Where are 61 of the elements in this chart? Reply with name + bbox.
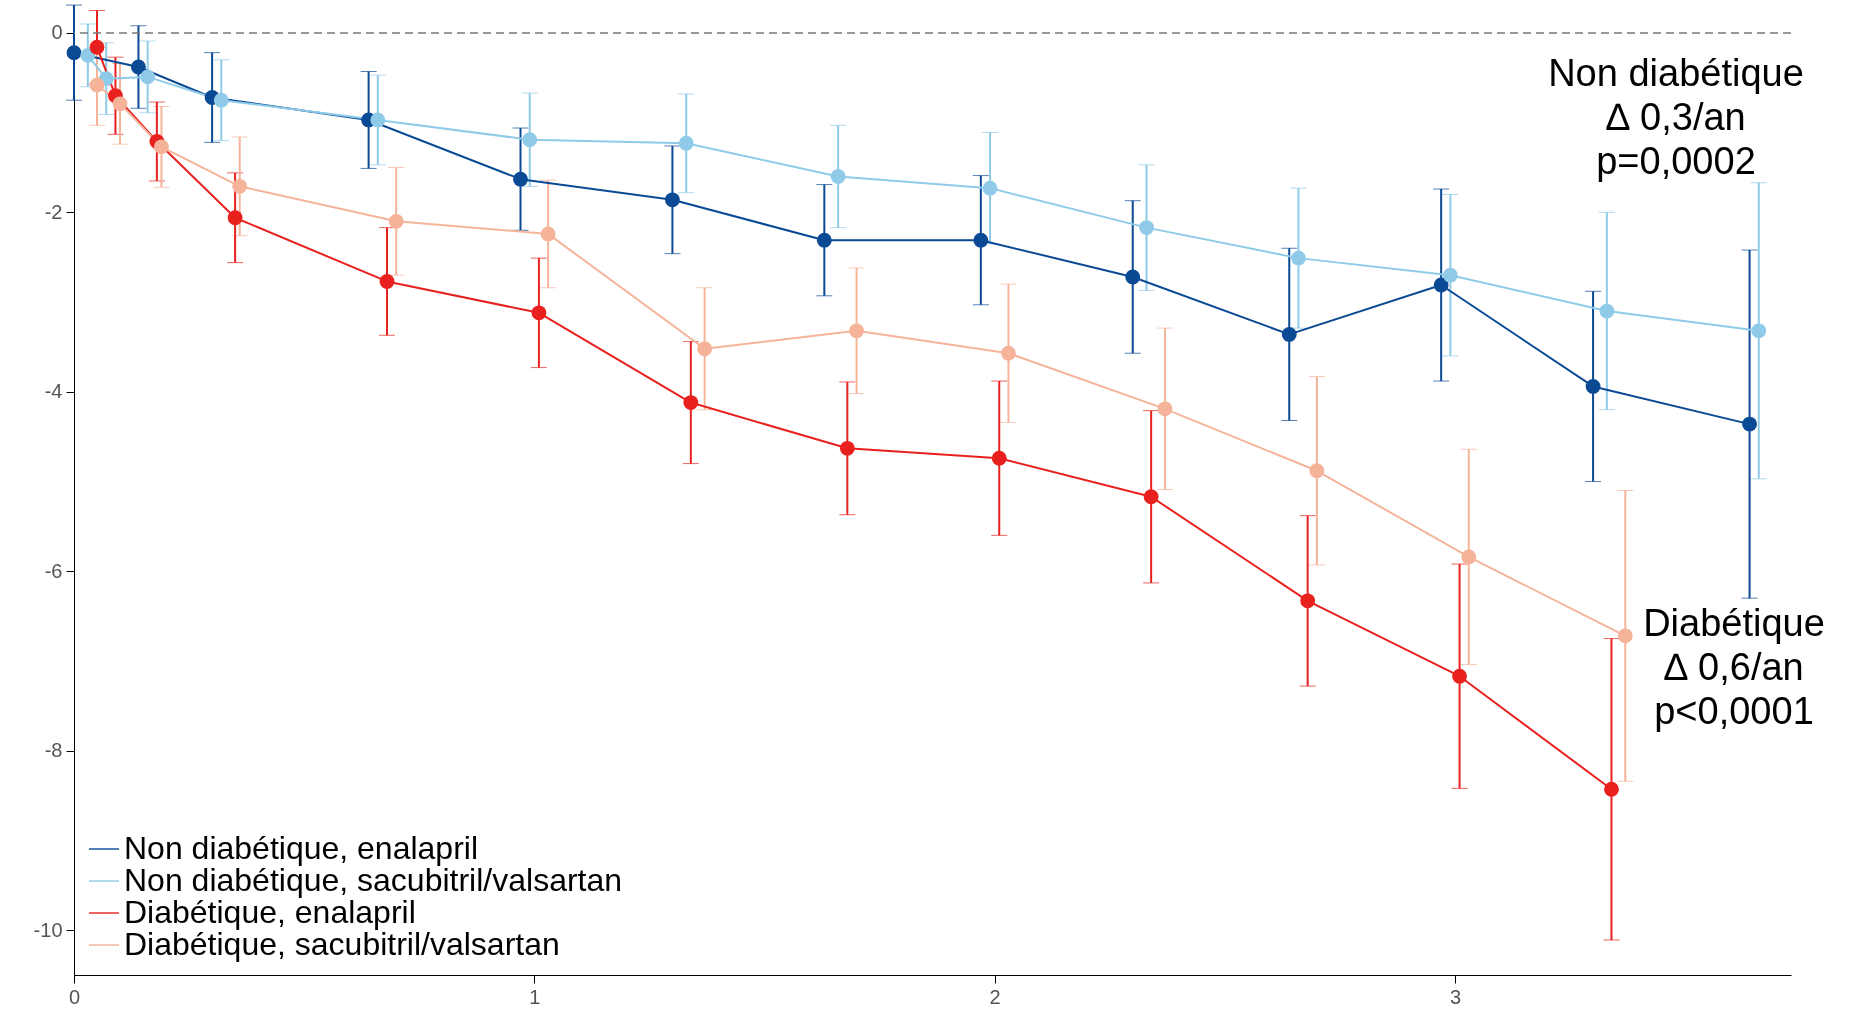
point <box>1461 549 1477 565</box>
point <box>982 180 998 196</box>
point <box>379 274 395 289</box>
annotation: Non diabétique ∆ 0,3/an p=0,0002 <box>1548 52 1804 182</box>
point <box>140 69 156 85</box>
point <box>839 440 855 456</box>
point <box>112 96 128 112</box>
point <box>1001 345 1016 361</box>
point <box>991 450 1007 466</box>
point <box>816 232 832 248</box>
point <box>131 59 146 75</box>
point <box>1742 416 1757 432</box>
y-tick-label: -4 <box>44 380 63 403</box>
y-tick-label: -2 <box>44 200 63 223</box>
x-tick-label: 1 <box>529 985 541 1008</box>
point <box>1300 593 1316 609</box>
point <box>683 395 699 410</box>
x-tick-label: 3 <box>1449 985 1462 1008</box>
point <box>232 178 248 194</box>
point <box>665 192 680 208</box>
point <box>89 39 105 55</box>
point <box>1617 628 1633 644</box>
point <box>540 226 556 242</box>
y-tick-label: -10 <box>33 918 63 941</box>
legend-label: Non diabétique, enalapril <box>124 830 479 866</box>
point <box>1139 220 1154 236</box>
point <box>1281 326 1297 342</box>
point <box>1751 323 1767 339</box>
x-tick-label: 0 <box>68 985 81 1008</box>
point <box>80 47 96 63</box>
y-tick-label: 0 <box>51 21 63 44</box>
point <box>1157 401 1173 417</box>
y-tick-label: -8 <box>44 739 63 762</box>
point <box>1309 463 1325 479</box>
point <box>213 92 229 108</box>
y-tick-label: -6 <box>44 559 63 582</box>
point <box>1599 303 1615 319</box>
point <box>522 132 538 148</box>
point <box>830 169 846 184</box>
point <box>1143 489 1159 505</box>
point <box>1442 267 1458 283</box>
point <box>1291 250 1306 266</box>
point <box>678 135 694 151</box>
point <box>513 171 528 187</box>
point <box>531 305 547 321</box>
point <box>1585 379 1601 394</box>
point <box>973 232 989 248</box>
point <box>849 323 864 339</box>
point <box>697 341 713 357</box>
point <box>66 45 82 61</box>
point <box>89 77 105 93</box>
point <box>1604 781 1619 797</box>
point <box>388 213 404 229</box>
x-tick-label: 2 <box>989 985 1001 1008</box>
point <box>370 112 386 128</box>
point <box>154 139 169 155</box>
point <box>1125 269 1141 285</box>
point <box>1452 668 1467 684</box>
point <box>227 210 243 226</box>
annotation: Diabétique ∆ 0,6/an p<0,0001 <box>1643 602 1825 732</box>
point <box>1433 277 1449 293</box>
